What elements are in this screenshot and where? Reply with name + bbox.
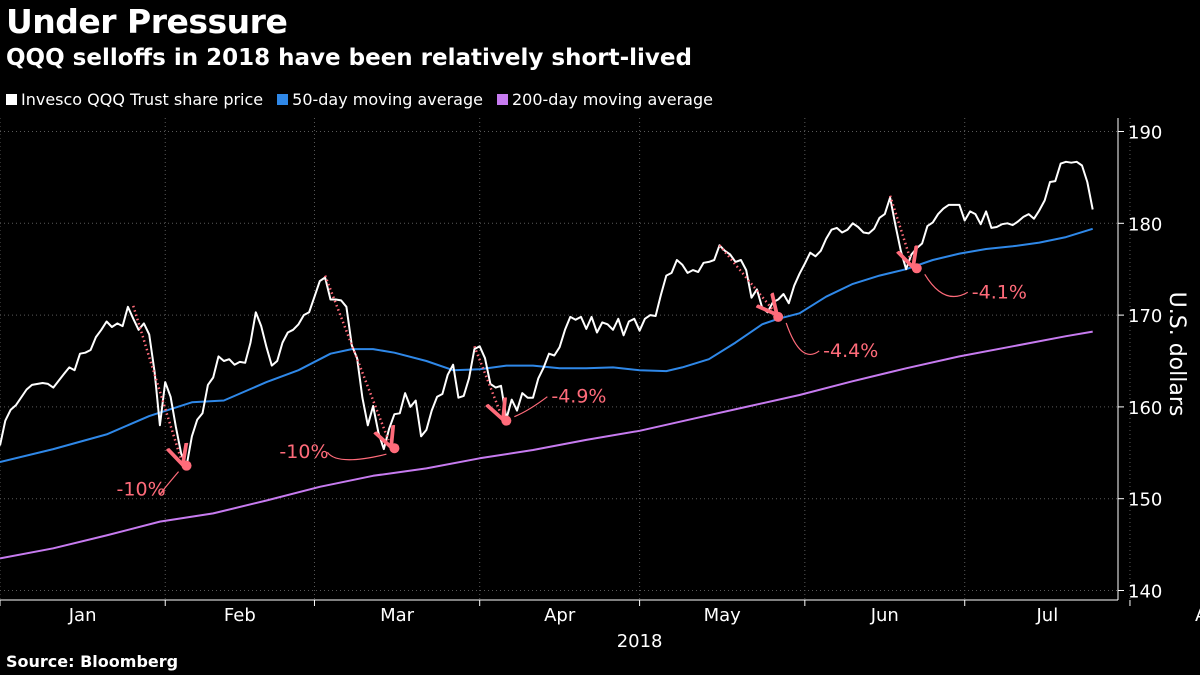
x-axis-label: 2018 (617, 631, 663, 652)
legend-label-ma200: 200-day moving average (511, 90, 713, 109)
legend: Invesco QQQ Trust share price 50-day mov… (6, 90, 713, 109)
selloff-label-3: -4.9% (551, 386, 606, 408)
legend-label-ma50: 50-day moving average (292, 90, 483, 109)
selloff-low-marker-1 (181, 460, 192, 471)
x-tick-label-apr: Apr (544, 605, 576, 626)
x-tick-label-aug: Aug (1195, 605, 1200, 626)
x-tick-label-jan: Jan (68, 605, 97, 626)
selloff-connector-2 (326, 451, 387, 461)
selloff-arrow-1 (132, 305, 180, 458)
x-tick-label-may: May (704, 605, 742, 626)
legend-swatch-ma50 (277, 94, 289, 105)
x-tick-label-feb: Feb (224, 605, 256, 626)
source-note: Source: Bloomberg (6, 652, 179, 671)
selloff-low-marker-5 (911, 263, 922, 274)
selloff-label-4: -4.4% (823, 340, 878, 362)
selloff-arrow-3 (473, 345, 500, 412)
selloff-arrow-4 (718, 244, 773, 309)
selloff-label-2: -10% (279, 441, 328, 463)
selloff-connector-5 (924, 273, 969, 298)
y-tick-label-180: 180 (1128, 214, 1162, 235)
x-tick-label-jul: Jul (1035, 605, 1058, 626)
y-tick-label-170: 170 (1128, 306, 1162, 327)
selloff-label-5: -4.1% (972, 281, 1027, 303)
selloff-connector-4 (785, 322, 820, 356)
x-tick-label-jun: Jun (870, 605, 899, 626)
y-tick-label-160: 160 (1128, 398, 1162, 419)
selloff-connector-3 (514, 396, 548, 418)
selloff-low-marker-4 (773, 311, 784, 322)
y-tick-label-140: 140 (1128, 582, 1162, 603)
legend-item-ma200: 200-day moving average (496, 90, 713, 109)
y-axis-label: U.S. dollars (1164, 292, 1189, 417)
chart-subtitle: QQQ selloffs in 2018 have been relativel… (6, 45, 692, 71)
series-line-price (0, 160, 1094, 467)
legend-label-price: Invesco QQQ Trust share price (21, 90, 264, 109)
x-tick-label-mar: Mar (380, 605, 415, 626)
legend-swatch-ma200 (496, 94, 508, 105)
legend-item-price: Invesco QQQ Trust share price (6, 90, 263, 109)
series-line-ma50 (0, 227, 1093, 463)
selloff-low-marker-3 (501, 415, 512, 426)
legend-item-ma50: 50-day moving average (277, 90, 483, 109)
selloff-low-marker-2 (389, 443, 400, 454)
y-tick-label-150: 150 (1128, 490, 1162, 511)
selloff-connector-1 (159, 471, 180, 495)
legend-swatch-price (6, 94, 17, 105)
chart-title: Under Pressure (6, 2, 288, 41)
series-line-ma200 (0, 330, 1093, 560)
selloff-label-1: -10% (117, 479, 166, 501)
y-tick-label-190: 190 (1128, 123, 1162, 144)
